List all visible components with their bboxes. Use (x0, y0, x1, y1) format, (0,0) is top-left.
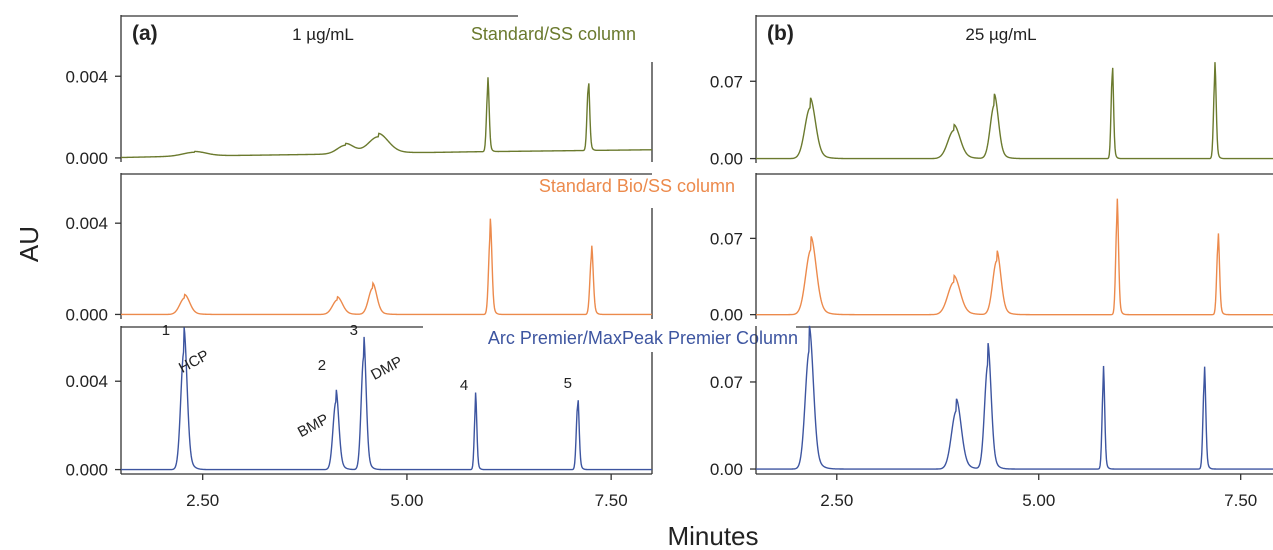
chromatogram-trace (121, 327, 652, 471)
chromatogram-trace (756, 62, 1273, 160)
peak-annotation: 2 (318, 357, 326, 374)
y-tick-label: 0.07 (710, 229, 743, 248)
x-tick-label: 7.50 (595, 491, 628, 510)
chromatogram-trace (120, 77, 653, 159)
x-axis-title: Minutes (667, 521, 758, 550)
chromatogram-trace (756, 198, 1273, 316)
chromatogram-trace (121, 218, 652, 316)
series-label: Standard Bio/SS column (539, 176, 735, 196)
y-tick-label: 0.000 (65, 461, 108, 480)
concentration-label: 25 µg/mL (965, 25, 1036, 44)
y-axis-title: AU (14, 226, 44, 262)
series-label: Standard/SS column (471, 24, 636, 44)
y-tick-label: 0.00 (710, 460, 743, 479)
series-label: Arc Premier/MaxPeak Premier Column (488, 328, 798, 348)
chromatogram-row: 0.00 0.07 (710, 173, 1273, 325)
panel-label: (a) (132, 22, 158, 45)
concentration-label: 1 µg/mL (292, 25, 354, 44)
x-tick-label: 7.50 (1224, 491, 1257, 510)
peak-annotation: HCP (176, 347, 212, 377)
peak-annotation: 5 (564, 375, 572, 392)
panel-b: (b) 25 µg/mL 0.00 0.07 0.00 0.07 0.00 0.07 2.50 5… (710, 15, 1273, 510)
y-tick-label: 0.000 (65, 149, 108, 168)
chromatogram-row: 0.000 0.004 Standard Bio/SS column (65, 173, 735, 324)
chromatogram-trace (756, 325, 1273, 470)
peak-annotation: 4 (460, 377, 468, 394)
peak-annotation: BMP (295, 411, 332, 441)
y-tick-label: 0.00 (710, 306, 743, 325)
y-tick-label: 0.000 (65, 305, 108, 324)
chromatogram-row: 0.00 0.07 (710, 325, 1273, 479)
x-tick-label: 5.00 (1022, 491, 1055, 510)
y-tick-label: 0.07 (710, 72, 743, 91)
panel-label: (b) (767, 22, 794, 45)
peak-annotation: 3 (350, 322, 358, 339)
x-tick-label: 2.50 (186, 491, 219, 510)
y-tick-label: 0.00 (710, 150, 743, 169)
chromatogram-row: 0.00 0.07 (710, 15, 1273, 169)
y-tick-label: 0.004 (65, 67, 108, 86)
x-tick-label: 2.50 (820, 491, 853, 510)
y-tick-label: 0.004 (65, 214, 108, 233)
y-tick-label: 0.07 (710, 373, 743, 392)
chromatogram-row: 0.000 0.004 Standard/SS column (65, 15, 653, 168)
x-tick-label: 5.00 (390, 491, 423, 510)
peak-annotation: 1 (162, 322, 170, 339)
peak-annotation: DMP (368, 353, 405, 384)
y-tick-label: 0.004 (65, 372, 108, 391)
